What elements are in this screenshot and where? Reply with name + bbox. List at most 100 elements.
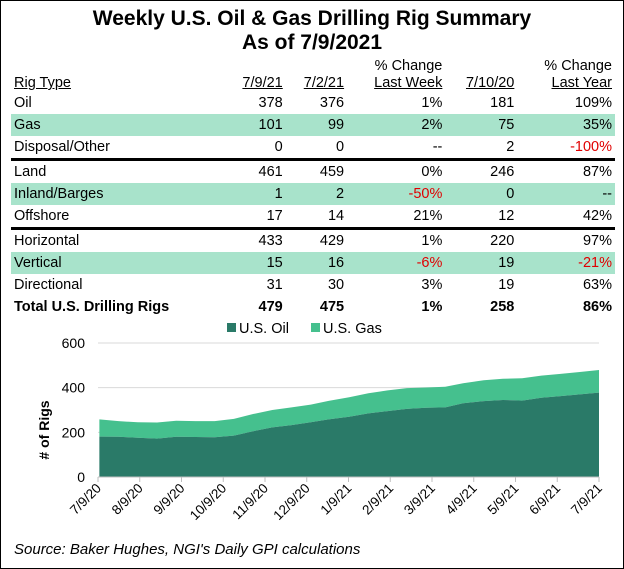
table-cell: -50% [347,183,446,205]
table-row: Disposal/Other 0 0 -- 2 -100% [11,136,615,160]
column-header: % Change Last Year [544,58,612,91]
table-cell: Vertical [11,252,225,274]
y-tick-label: 600 [62,335,86,351]
series-area-us-oil [99,392,599,477]
table-row: Total U.S. Drilling Rigs 479 475 1% 258 86% [11,296,615,318]
table-cell: 12 [498,208,515,224]
table-cell: 429 [285,227,348,252]
table-cell: 1% [347,227,446,252]
table-cell: 87% [517,158,615,183]
legend-swatch [311,323,320,332]
table-cell: 475 [319,299,345,315]
table-cell: 3% [421,277,443,293]
table-cell: Oil [14,95,32,111]
table-cell: Directional [14,277,83,293]
table-row: Land 461 459 0% 246 87% [11,158,615,183]
table-cell: 0% [347,158,446,183]
table-cell: 459 [285,158,348,183]
x-tick-label: 1/9/21 [317,481,354,518]
source-note: Source: Baker Hughes, NGI's Daily GPI ca… [14,541,361,558]
table-cell: 2 [506,139,515,155]
table-cell: 15 [224,252,286,274]
table-cell: 31 [266,277,283,293]
x-tick-label: 7/9/20 [67,481,104,518]
table-cell: 86% [582,299,612,315]
column-header: 7/2/21 [303,75,345,91]
table-cell: 2 [285,183,348,205]
table-cell: -100% [570,139,612,155]
rig-summary-table: Rig Type 7/9/21 7/2/21 % Change Last Week 7/1… [11,58,615,318]
table-cell: -- [517,183,615,205]
x-tick-label: 12/9/20 [270,481,312,523]
table-cell: 181 [490,95,515,111]
table-cell: Gas [11,114,225,136]
table-cell: 99 [285,114,348,136]
table-cell: 19 [445,252,518,274]
table-cell: 220 [445,227,518,252]
table-row: Horizontal 433 429 1% 220 97% [11,227,615,252]
y-tick-label: 200 [62,424,86,440]
figure-title: Weekly U.S. Oil & Gas Drilling Rig Summa… [92,7,532,54]
table-cell: -6% [347,252,446,274]
table-cell: -- [432,139,443,155]
column-header: Rig Type [14,75,71,91]
legend-swatch [227,323,236,332]
legend-label: U.S. Oil [239,321,289,337]
table-cell: Total U.S. Drilling Rigs [14,299,170,315]
table-cell: 0 [445,183,518,205]
legend-label: U.S. Gas [323,321,382,337]
table-cell: 1% [421,95,443,111]
table-cell: 479 [258,299,283,315]
table-cell: 258 [490,299,515,315]
table-cell: Land [11,158,225,183]
x-tick-label: 6/9/21 [526,481,563,518]
x-tick-label: 11/9/20 [229,481,271,523]
x-tick-label: 7/9/21 [568,481,605,518]
table-row: Vertical 15 16 -6% 19 -21% [11,252,615,274]
x-tick-label: 5/9/21 [484,481,521,518]
table-cell: 461 [224,158,286,183]
table-cell: 35% [517,114,615,136]
x-tick-label: 4/9/21 [443,481,480,518]
x-tick-label: 10/9/20 [187,481,229,523]
column-header: 7/10/20 [465,75,515,91]
table-cell: 0 [274,139,283,155]
table-cell: 1% [421,299,443,315]
table-cell: 246 [445,158,518,183]
table-cell: 0 [336,139,345,155]
table-row: Oil 378 376 1% 181 109% [11,92,615,114]
y-axis-label: # of Rigs [36,400,52,459]
y-tick-label: 0 [77,469,85,485]
table-cell: 75 [445,114,518,136]
table-row: Inland/Barges 1 2 -50% 0 -- [11,183,615,205]
x-tick-label: 8/9/20 [109,481,146,518]
table-cell: 109% [574,95,612,111]
table-cell: 378 [258,95,283,111]
x-tick-label: 2/9/21 [359,481,396,518]
table-cell: 101 [224,114,286,136]
table-cell: 433 [224,227,286,252]
table-row: Offshore 17 14 21% 12 42% [11,205,615,229]
table-cell: -21% [517,252,615,274]
table-cell: 19 [498,277,515,293]
table-row: Directional 31 30 3% 19 63% [11,274,615,296]
table-cell: 1 [224,183,286,205]
table-row: Gas 101 99 2% 75 35% [11,114,615,136]
x-tick-label: 9/9/20 [150,481,187,518]
series-area-us-gas [99,370,599,439]
table-cell: 30 [327,277,345,293]
table-cell: 97% [517,227,615,252]
table-cell: 21% [413,208,443,224]
table-cell: Horizontal [11,227,225,252]
rig-count-area-chart: 0 200 400 600 7/9/20 8/9/20 9/9/20 10/9/20 11/9/… [36,321,605,523]
table-cell: Offshore [14,208,70,224]
table-cell: 63% [582,277,612,293]
y-tick-label: 400 [62,380,86,396]
table-cell: 16 [285,252,348,274]
x-tick-label: 3/9/21 [401,481,438,518]
table-cell: 42% [582,208,612,224]
table-cell: 17 [266,208,283,224]
table-cell: Inland/Barges [11,183,225,205]
table-cell: 376 [319,95,345,111]
